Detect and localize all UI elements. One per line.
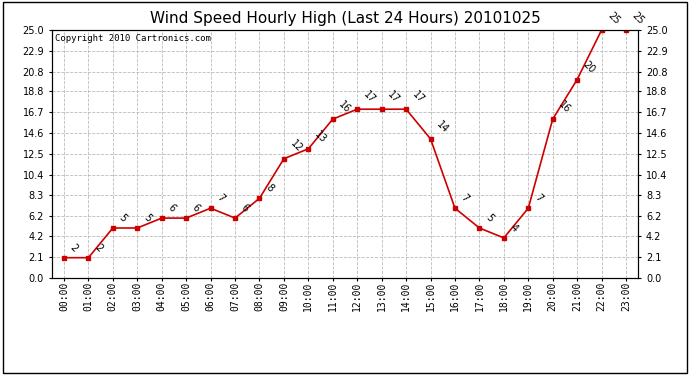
- Text: 12: 12: [288, 139, 304, 154]
- Text: 8: 8: [264, 183, 275, 194]
- Text: 2: 2: [92, 242, 104, 254]
- Text: 7: 7: [459, 192, 471, 204]
- Text: 16: 16: [337, 99, 353, 115]
- Text: 2: 2: [68, 242, 79, 254]
- Text: 13: 13: [313, 129, 328, 145]
- Text: 7: 7: [215, 192, 226, 204]
- Text: 6: 6: [166, 202, 177, 214]
- Text: 4: 4: [508, 222, 520, 234]
- Text: Copyright 2010 Cartronics.com: Copyright 2010 Cartronics.com: [55, 34, 210, 43]
- Text: 25: 25: [630, 10, 646, 26]
- Text: Wind Speed Hourly High (Last 24 Hours) 20101025: Wind Speed Hourly High (Last 24 Hours) 2…: [150, 11, 540, 26]
- Text: 17: 17: [411, 89, 426, 105]
- Text: 17: 17: [362, 89, 377, 105]
- Text: 25: 25: [606, 10, 622, 26]
- Text: 17: 17: [386, 89, 402, 105]
- Text: 5: 5: [484, 212, 495, 224]
- Text: 6: 6: [190, 202, 201, 214]
- Text: 14: 14: [435, 119, 451, 135]
- Text: 7: 7: [533, 192, 544, 204]
- Text: 16: 16: [557, 99, 573, 115]
- Text: 6: 6: [239, 202, 250, 214]
- Text: 20: 20: [581, 60, 597, 75]
- Text: 5: 5: [141, 212, 153, 224]
- Text: 5: 5: [117, 212, 128, 224]
